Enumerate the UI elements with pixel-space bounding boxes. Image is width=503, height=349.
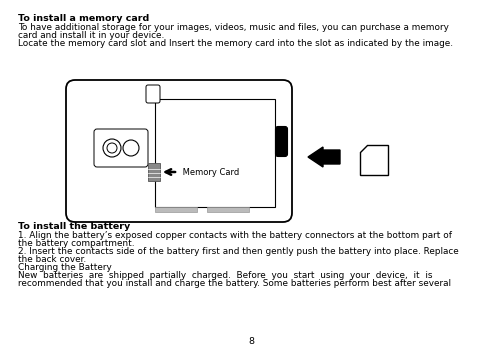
Text: New  batteries  are  shipped  partially  charged.  Before  you  start  using  yo: New batteries are shipped partially char… xyxy=(18,271,433,280)
Text: Locate the memory card slot and Insert the memory card into the slot as indicate: Locate the memory card slot and Insert t… xyxy=(18,39,453,48)
Text: To install a memory card: To install a memory card xyxy=(18,14,149,23)
FancyBboxPatch shape xyxy=(94,129,148,167)
FancyArrow shape xyxy=(308,147,340,167)
Text: Memory Card: Memory Card xyxy=(180,168,239,177)
Bar xyxy=(207,207,249,212)
Text: Charging the Battery: Charging the Battery xyxy=(18,263,112,272)
Text: the back cover.: the back cover. xyxy=(18,255,86,264)
Text: To have additional storage for your images, videos, music and files, you can pur: To have additional storage for your imag… xyxy=(18,23,449,32)
Text: 1. Align the battery’s exposed copper contacts with the battery connectors at th: 1. Align the battery’s exposed copper co… xyxy=(18,231,452,240)
Text: the battery compartment.: the battery compartment. xyxy=(18,239,134,248)
FancyBboxPatch shape xyxy=(66,80,292,222)
Text: 2. Insert the contacts side of the battery first and then gently push the batter: 2. Insert the contacts side of the batte… xyxy=(18,247,459,256)
Text: 8: 8 xyxy=(248,337,255,346)
FancyBboxPatch shape xyxy=(276,126,288,156)
Bar xyxy=(148,163,160,181)
Text: card and install it in your device.: card and install it in your device. xyxy=(18,31,164,40)
Text: recommended that you install and charge the battery. Some batteries perform best: recommended that you install and charge … xyxy=(18,279,451,288)
Bar xyxy=(155,207,197,212)
Polygon shape xyxy=(360,145,388,175)
Bar xyxy=(155,99,275,207)
FancyBboxPatch shape xyxy=(146,85,160,103)
Text: To install the battery: To install the battery xyxy=(18,222,130,231)
